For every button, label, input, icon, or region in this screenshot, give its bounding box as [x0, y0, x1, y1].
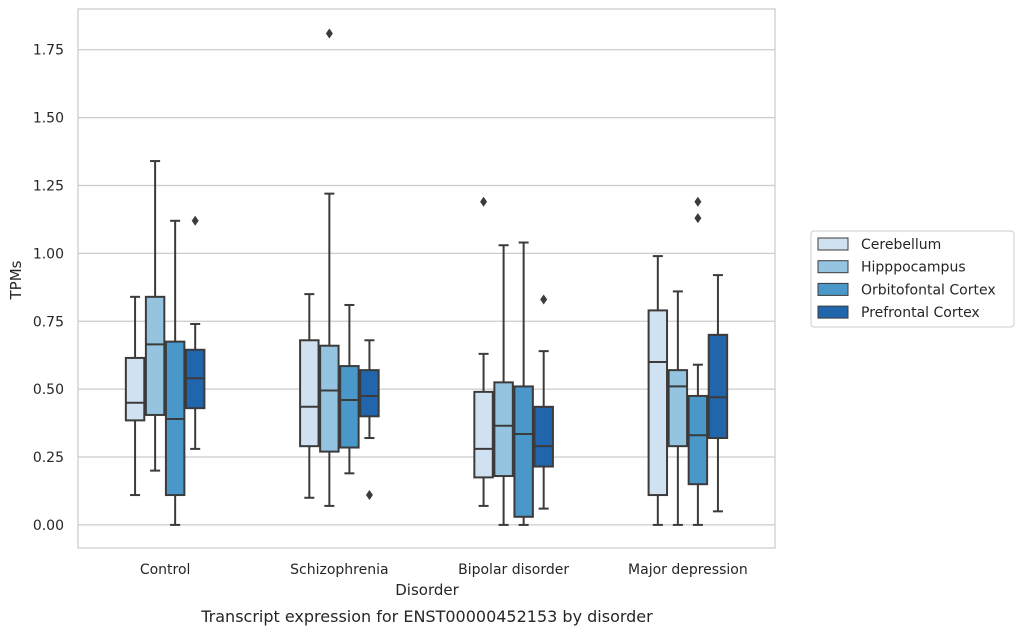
outlier-point [325, 28, 333, 39]
box-iqr [513, 385, 534, 518]
box-iqr [473, 390, 494, 479]
box-iqr [359, 369, 380, 418]
box-iqr [124, 356, 146, 422]
box-iqr [647, 309, 669, 497]
axes: 0.00 0.25 0.50 0.75 1.00 1.25 1.50 1.75 Control S… [33, 43, 748, 578]
box-hipppocampus [144, 160, 166, 472]
box-iqr [299, 339, 320, 448]
box-prefrontal-cortex [707, 274, 729, 513]
box-hipppocampus [667, 290, 689, 526]
legend-label: Orbitofontal Cortex [861, 282, 996, 298]
box-iqr [707, 333, 729, 440]
outlier-point [540, 294, 548, 305]
y-axis-label: TPMs [7, 260, 25, 300]
box-orbitofontal-cortex [164, 219, 186, 526]
box-cerebellum [473, 196, 494, 507]
x-tick-label: Schizophrenia [290, 562, 388, 578]
box-iqr [667, 369, 689, 448]
y-tick-label: 1.25 [33, 178, 64, 194]
box-hipppocampus [319, 28, 340, 507]
outlier-point [480, 196, 488, 207]
legend-label: Cerebellum [861, 237, 941, 253]
x-tick-label: Major depression [628, 562, 748, 578]
outlier-point [191, 215, 199, 226]
legend-label: Hipppocampus [861, 260, 966, 276]
box-iqr [533, 405, 554, 468]
box-hipppocampus [493, 244, 514, 526]
y-tick-label: 0.75 [33, 314, 64, 330]
y-tick-label: 0.00 [33, 518, 64, 534]
box-orbitofontal-cortex [339, 303, 360, 475]
y-tick-label: 1.50 [33, 111, 64, 127]
y-tick-label: 0.25 [33, 450, 64, 466]
legend-swatch [817, 305, 849, 319]
box-iqr [319, 344, 340, 453]
y-tick-label: 1.00 [33, 246, 64, 262]
box-cerebellum [647, 255, 669, 526]
legend-swatch [817, 260, 849, 274]
outlier-point [365, 490, 373, 501]
outlier-point [694, 196, 702, 207]
x-tick-label: Control [140, 562, 191, 578]
box-iqr [687, 394, 709, 486]
legend-swatch [817, 237, 849, 251]
outlier-point [694, 213, 702, 224]
box-orbitofontal-cortex [687, 196, 709, 526]
box-prefrontal-cortex [359, 339, 380, 501]
legend-frame [810, 230, 1015, 328]
box-cerebellum [124, 295, 146, 497]
box-iqr [339, 365, 360, 449]
box-cerebellum [299, 293, 320, 499]
x-axis-label: Disorder [395, 581, 459, 599]
plot-frame [77, 8, 776, 549]
boxplot-groups [124, 28, 729, 526]
y-tick-label: 1.75 [33, 43, 64, 59]
box-iqr [493, 381, 514, 478]
legend-swatch [817, 282, 849, 296]
legend-label: Prefrontal Cortex [861, 305, 980, 321]
x-tick-label: Bipolar disorder [458, 562, 569, 578]
box-prefrontal-cortex [533, 294, 554, 510]
box-orbitofontal-cortex [513, 241, 534, 526]
y-tick-label: 0.50 [33, 382, 64, 398]
box-prefrontal-cortex [184, 215, 206, 450]
chart-caption: Transcript expression for ENST0000045215… [200, 607, 653, 626]
box-iqr [144, 295, 166, 416]
legend: Cerebellum Hipppocampus Orbitofontal Corte… [810, 230, 1015, 328]
